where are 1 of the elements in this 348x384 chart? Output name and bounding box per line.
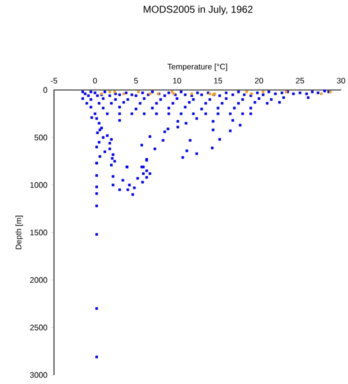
chart-title: MODS2005 in July, 1962: [144, 6, 252, 15]
